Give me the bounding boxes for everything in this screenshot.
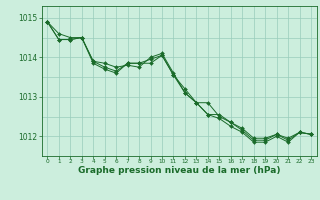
X-axis label: Graphe pression niveau de la mer (hPa): Graphe pression niveau de la mer (hPa): [78, 166, 280, 175]
